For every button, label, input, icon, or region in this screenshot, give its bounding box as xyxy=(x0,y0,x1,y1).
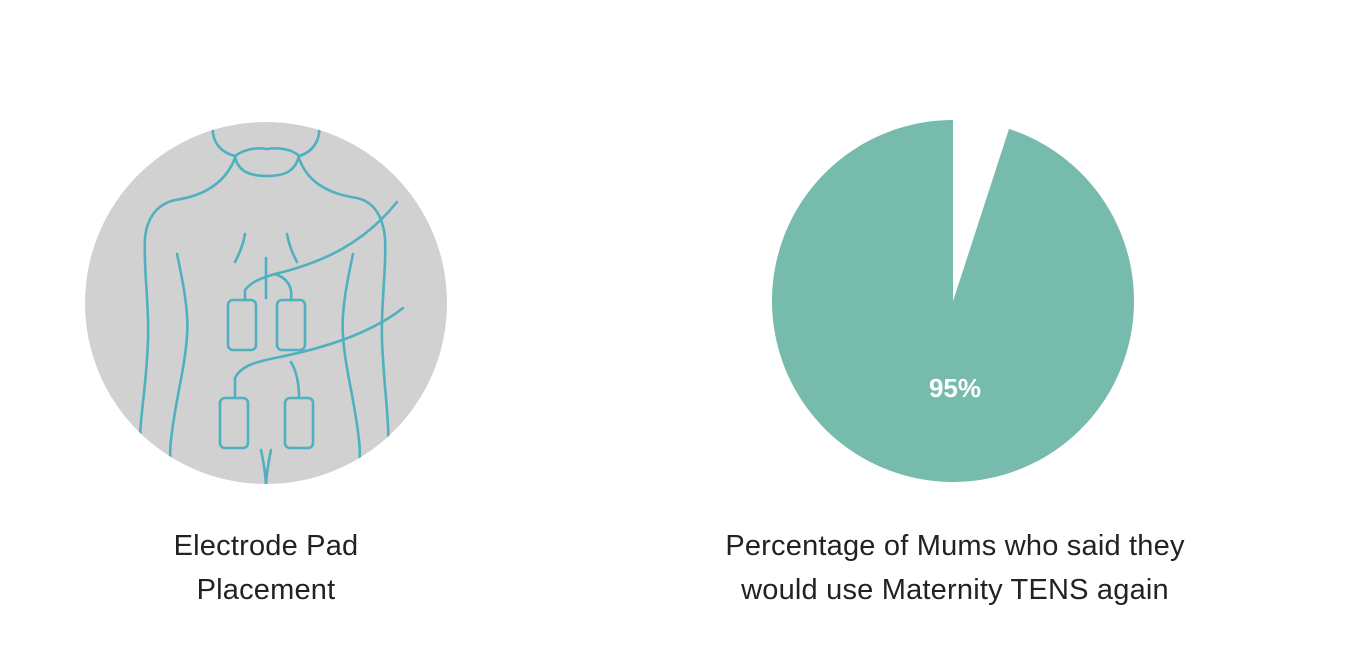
caption-line-1: Electrode Pad xyxy=(173,530,359,562)
mums-percentage-caption: Percentage of Mums who said they would u… xyxy=(650,524,1260,612)
electrode-placement-back-illustration-icon xyxy=(85,122,447,484)
caption-line-2: Placement xyxy=(196,574,336,606)
pie-chart: 95% xyxy=(772,120,1134,482)
pie-slices xyxy=(772,120,1134,482)
electrode-placement-panel: Electrode Pad Placement xyxy=(0,0,540,660)
pie-slice-2 xyxy=(953,120,1009,301)
illustration-background xyxy=(85,122,447,484)
caption-line-1: Percentage of Mums who said they xyxy=(725,530,1185,562)
electrode-placement-caption: Electrode Pad Placement xyxy=(66,524,466,612)
pie-labels: 95% xyxy=(929,373,981,403)
pie-data-label-1: 95% xyxy=(929,373,981,403)
caption-line-2: would use Maternity TENS again xyxy=(741,574,1169,606)
body-outline xyxy=(138,122,405,484)
mums-percentage-panel: 95% Percentage of Mums who said they wou… xyxy=(640,0,1346,660)
